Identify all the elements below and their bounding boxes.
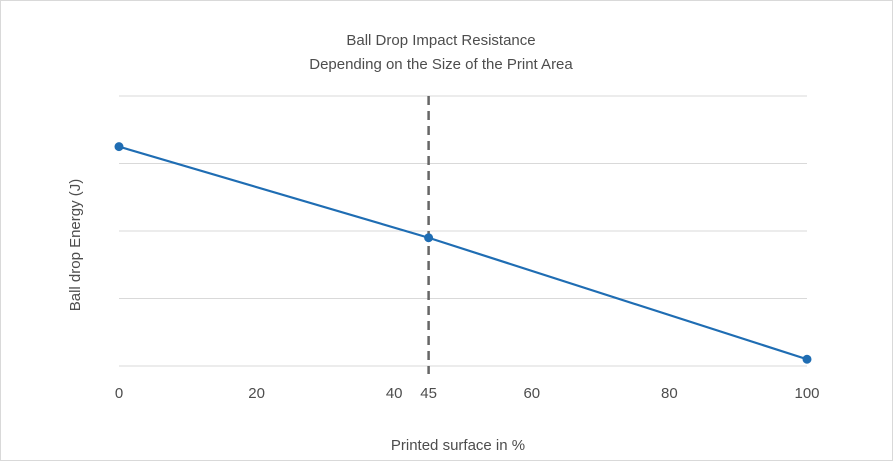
x-axis-label: Printed surface in % — [391, 437, 525, 454]
gridlines — [119, 95, 807, 367]
series-group — [114, 142, 812, 364]
x-tick-label-5: 80 — [661, 385, 678, 402]
x-tick-label-2: 40 — [386, 385, 403, 402]
x-tick-label-0: 0 — [115, 385, 123, 402]
data-point-1 — [424, 233, 434, 243]
chart-title-line-1: Ball Drop Impact Resistance — [346, 32, 535, 49]
series-line — [118, 145, 808, 361]
x-tick-label-3: 45 — [420, 385, 437, 402]
x-tick-label-4: 60 — [523, 385, 540, 402]
y-axis-label: Ball drop Energy (J) — [67, 179, 84, 312]
x-tick-label-1: 20 — [248, 385, 265, 402]
data-point-0 — [114, 142, 124, 152]
x-tick-label-6: 100 — [794, 385, 819, 402]
data-point-2 — [802, 354, 812, 364]
chart-title-line-2: Depending on the Size of the Print Area — [309, 56, 573, 73]
x-tick-labels: 0 20 40 45 60 80 100 — [115, 385, 820, 402]
